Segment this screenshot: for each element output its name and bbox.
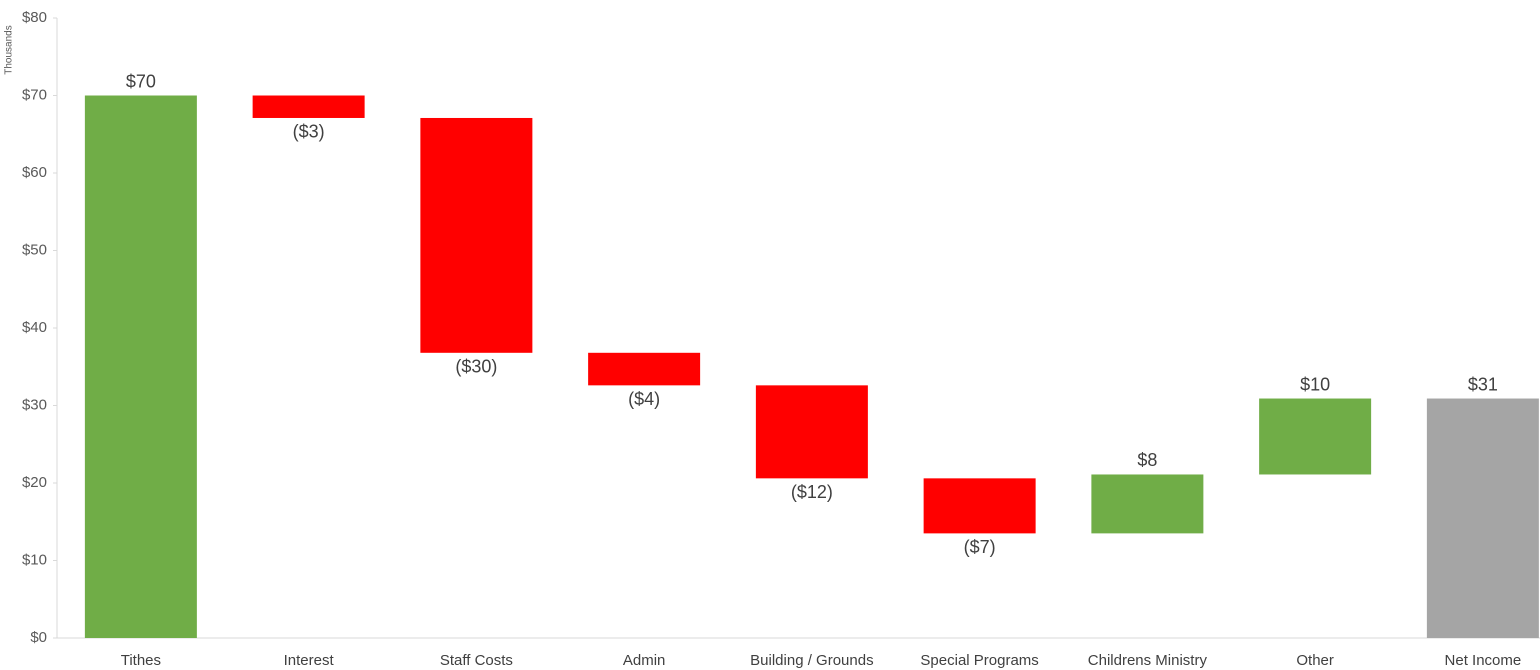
bar <box>1426 398 1539 638</box>
data-label: $8 <box>1137 450 1157 470</box>
x-tick-label: Other <box>1296 652 1334 669</box>
y-axis-label: Thousands <box>4 25 15 74</box>
data-label: $70 <box>126 71 156 91</box>
bar <box>84 95 197 638</box>
x-tick-label: Admin <box>623 652 666 669</box>
y-tick-label: $40 <box>22 319 47 336</box>
bar <box>1091 474 1204 534</box>
y-tick-label: $70 <box>22 86 47 103</box>
y-tick-label: $30 <box>22 396 47 413</box>
bar <box>755 385 868 479</box>
x-tick-label: Staff Costs <box>440 652 513 669</box>
x-tick-label: Net Income <box>1445 652 1522 669</box>
data-label: ($12) <box>791 482 833 502</box>
x-tick-label: Special Programs <box>920 652 1038 669</box>
data-label: ($30) <box>455 357 497 377</box>
bar <box>420 117 533 353</box>
x-tick-label: Tithes <box>121 652 161 669</box>
bar <box>923 478 1036 534</box>
bar <box>1259 398 1372 475</box>
y-tick-label: $60 <box>22 164 47 181</box>
y-tick-label: $20 <box>22 474 47 491</box>
y-tick-label: $80 <box>22 9 47 26</box>
y-tick-label: $0 <box>30 629 47 646</box>
y-tick-label: $50 <box>22 241 47 258</box>
x-tick-label: Interest <box>284 652 335 669</box>
data-label: ($7) <box>964 537 996 557</box>
data-label: $31 <box>1468 374 1498 394</box>
x-tick-label: Building / Grounds <box>750 652 873 669</box>
bar <box>588 352 701 386</box>
x-tick-label: Childrens Ministry <box>1088 652 1208 669</box>
y-tick-label: $10 <box>22 551 47 568</box>
bar <box>252 95 365 118</box>
data-label: ($3) <box>293 122 325 142</box>
data-label: $10 <box>1300 374 1330 394</box>
data-label: ($4) <box>628 389 660 409</box>
